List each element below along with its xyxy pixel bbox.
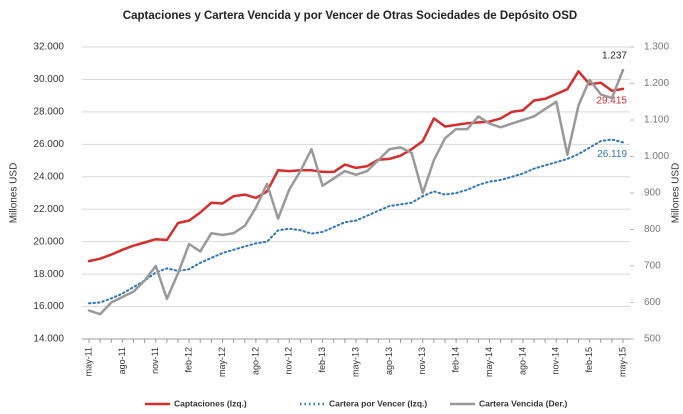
- legend-label: Cartera Vencida (Der.): [479, 398, 568, 408]
- x-tick-label: nov-14: [551, 347, 561, 375]
- y-tick-label: 32.000: [33, 42, 64, 53]
- x-tick-label: may-13: [350, 347, 360, 377]
- y2-tick-label: 500: [644, 334, 661, 345]
- y-tick-label: 20.000: [33, 236, 64, 247]
- chart-title: Captaciones y Cartera Vencida y por Venc…: [123, 10, 577, 22]
- y-tick-label: 16.000: [33, 301, 64, 312]
- y-tick-label: 24.000: [33, 171, 64, 182]
- series-line: [88, 138, 624, 305]
- x-tick-label: feb-15: [584, 347, 594, 373]
- x-tick-label: may-14: [484, 347, 494, 377]
- x-tick-label: ago-12: [250, 347, 260, 375]
- y-tick-label: 22.000: [33, 204, 64, 215]
- y-axis-label: Millones USD: [9, 163, 20, 224]
- x-tick-label: ago-14: [517, 347, 527, 375]
- x-tick-label: feb-13: [317, 347, 327, 373]
- legend-label: Cartera por Vencer (Izq.): [329, 398, 427, 408]
- y2-tick-label: 700: [644, 261, 661, 272]
- x-tick-label: feb-14: [451, 347, 461, 373]
- y2-tick-label: 1.300: [644, 42, 669, 53]
- x-tick-label: may-12: [217, 347, 227, 377]
- x-tick-label: nov-13: [417, 347, 427, 375]
- y-tick-label: 14.000: [33, 334, 64, 345]
- data-label: 1.237: [602, 51, 627, 62]
- x-tick-label: may-15: [617, 347, 627, 377]
- y2-tick-label: 600: [644, 297, 661, 308]
- y2-tick-label: 800: [644, 224, 661, 235]
- y-tick-label: 26.000: [33, 139, 64, 150]
- y-tick-label: 28.000: [33, 107, 64, 118]
- y2-tick-label: 1.100: [644, 115, 669, 126]
- x-tick-label: nov-11: [150, 347, 160, 374]
- y-tick-label: 30.000: [33, 74, 64, 85]
- x-tick-label: feb-12: [184, 347, 194, 373]
- x-tick-label: nov-12: [284, 347, 294, 375]
- legend-label: Captaciones (Izq.): [174, 398, 247, 408]
- series-line: [87, 70, 625, 263]
- x-tick-label: ago-13: [384, 347, 394, 375]
- data-label: 29.415: [596, 96, 627, 107]
- y-tick-label: 18.000: [33, 269, 64, 280]
- x-tick-label: ago-11: [117, 347, 127, 374]
- y2-tick-label: 1.200: [644, 78, 669, 89]
- x-tick-label: may-11: [83, 347, 93, 376]
- y2-tick-label: 1.000: [644, 151, 669, 162]
- y2-axis-label: Millones USD: [671, 163, 682, 224]
- series-line: [87, 68, 625, 316]
- data-label: 26.119: [597, 149, 627, 160]
- y2-tick-label: 900: [644, 188, 661, 199]
